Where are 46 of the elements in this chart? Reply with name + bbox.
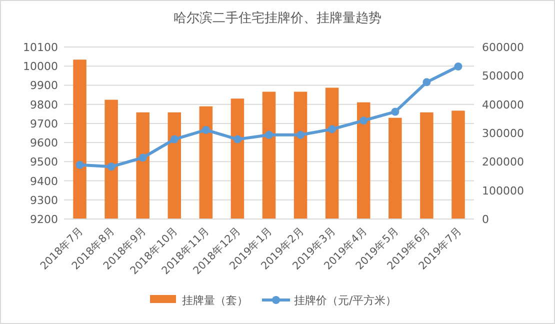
bar (388, 118, 402, 219)
chart-title: 哈尔滨二手住宅挂牌价、挂牌量趋势 (174, 10, 382, 26)
bar (325, 88, 339, 219)
bar (73, 60, 86, 219)
point (138, 154, 147, 162)
y2-tick-label: 100000 (482, 184, 524, 198)
y-tick-label: 9700 (30, 117, 58, 130)
bar (452, 110, 465, 219)
y2-tick-label: 0 (482, 213, 489, 226)
bar (136, 112, 150, 219)
point (454, 62, 462, 70)
bar (420, 112, 434, 219)
bar (262, 92, 276, 219)
y-tick-label: 9500 (30, 156, 58, 169)
y-tick-label: 9200 (30, 213, 58, 226)
point (265, 130, 273, 139)
point (76, 160, 84, 169)
y-tick-label: 9600 (30, 136, 58, 150)
y2-tick-label: 500000 (482, 70, 524, 83)
legend-label: 挂牌价（元/平方米） (294, 294, 397, 307)
point (422, 78, 431, 86)
y-tick-label: 9800 (30, 98, 58, 112)
legend-label: 挂牌量（套） (182, 294, 248, 307)
bar (230, 98, 244, 219)
point (233, 135, 242, 144)
point (170, 135, 178, 144)
y-tick-label: 9400 (30, 174, 58, 188)
point (296, 130, 305, 139)
y-tick-label: 10100 (23, 41, 58, 54)
point (328, 125, 336, 134)
y2-tick-label: 600000 (482, 41, 524, 54)
y2-tick-label: 400000 (482, 98, 524, 112)
y-tick-label: 9900 (30, 79, 58, 92)
y2-tick-label: 200000 (482, 156, 524, 169)
bar (168, 112, 182, 219)
bar (199, 106, 213, 219)
point (360, 116, 368, 125)
point (107, 162, 116, 171)
bar (356, 102, 370, 219)
bar (104, 100, 118, 219)
point (202, 126, 210, 134)
y-tick-label: 10000 (23, 60, 58, 74)
y-tick-label: 9300 (30, 194, 58, 207)
point (391, 108, 400, 116)
bar (294, 92, 308, 219)
y2-tick-label: 300000 (482, 127, 524, 140)
